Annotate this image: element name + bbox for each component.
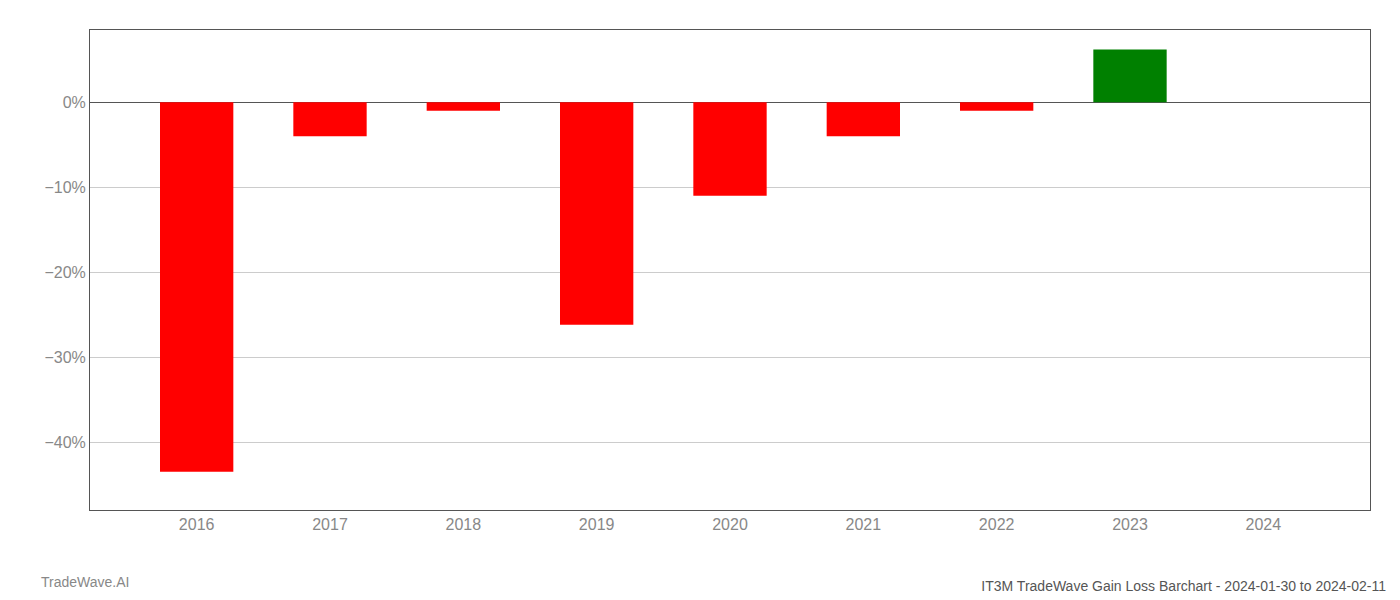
svg-text:−30%: −30% — [44, 349, 85, 366]
svg-text:2023: 2023 — [1112, 516, 1148, 533]
svg-text:TradeWave.AI: TradeWave.AI — [41, 574, 129, 590]
svg-text:2018: 2018 — [446, 516, 482, 533]
svg-text:IT3M TradeWave Gain Loss Barch: IT3M TradeWave Gain Loss Barchart - 2024… — [981, 578, 1386, 594]
svg-text:2022: 2022 — [979, 516, 1015, 533]
svg-text:2024: 2024 — [1246, 516, 1282, 533]
svg-text:2017: 2017 — [312, 516, 348, 533]
svg-text:2019: 2019 — [579, 516, 615, 533]
svg-text:−20%: −20% — [44, 264, 85, 281]
svg-text:−40%: −40% — [44, 434, 85, 451]
svg-text:2020: 2020 — [712, 516, 748, 533]
svg-text:−10%: −10% — [44, 179, 85, 196]
svg-text:2021: 2021 — [846, 516, 882, 533]
svg-text:2016: 2016 — [179, 516, 215, 533]
svg-text:0%: 0% — [63, 94, 86, 111]
